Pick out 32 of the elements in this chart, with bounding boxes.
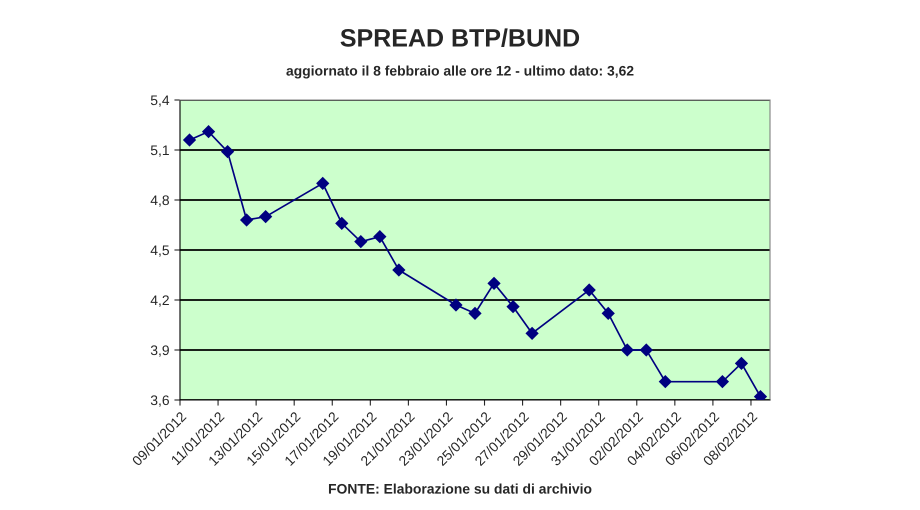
point bbox=[316, 176, 330, 190]
point bbox=[582, 284, 596, 296]
point bbox=[658, 375, 672, 388]
point bbox=[506, 300, 520, 314]
chart-title: SPREAD BTP/BUND bbox=[340, 28, 580, 47]
point bbox=[183, 134, 196, 146]
point bbox=[259, 210, 272, 224]
point bbox=[335, 216, 348, 230]
point bbox=[373, 230, 386, 244]
y-tick-label: 3,6 bbox=[150, 395, 169, 407]
point bbox=[735, 356, 748, 370]
y-tick-label: 4,5 bbox=[150, 245, 170, 257]
point bbox=[640, 344, 653, 356]
chart-subtitle: aggiornato il 8 febbraio alle ore 12 - ultimo dato: 3,62 bbox=[286, 65, 634, 79]
point bbox=[488, 276, 500, 290]
point bbox=[602, 306, 615, 320]
y-tick-label: 3,9 bbox=[150, 345, 169, 357]
y-tick-label: 4,2 bbox=[150, 295, 169, 307]
point bbox=[526, 326, 539, 340]
point bbox=[202, 125, 215, 138]
y-tick-label: 5,4 bbox=[150, 95, 170, 107]
point bbox=[468, 306, 482, 320]
point bbox=[392, 264, 406, 276]
point bbox=[221, 145, 234, 158]
point bbox=[450, 298, 462, 312]
point bbox=[620, 344, 634, 356]
y-tick-label: 4,8 bbox=[150, 195, 169, 207]
point bbox=[240, 214, 254, 226]
source-note: FONTE: Elaborazione su dati di archivio bbox=[328, 484, 592, 494]
y-tick-label: 5,1 bbox=[150, 145, 169, 157]
point bbox=[354, 235, 368, 248]
point bbox=[716, 375, 729, 388]
